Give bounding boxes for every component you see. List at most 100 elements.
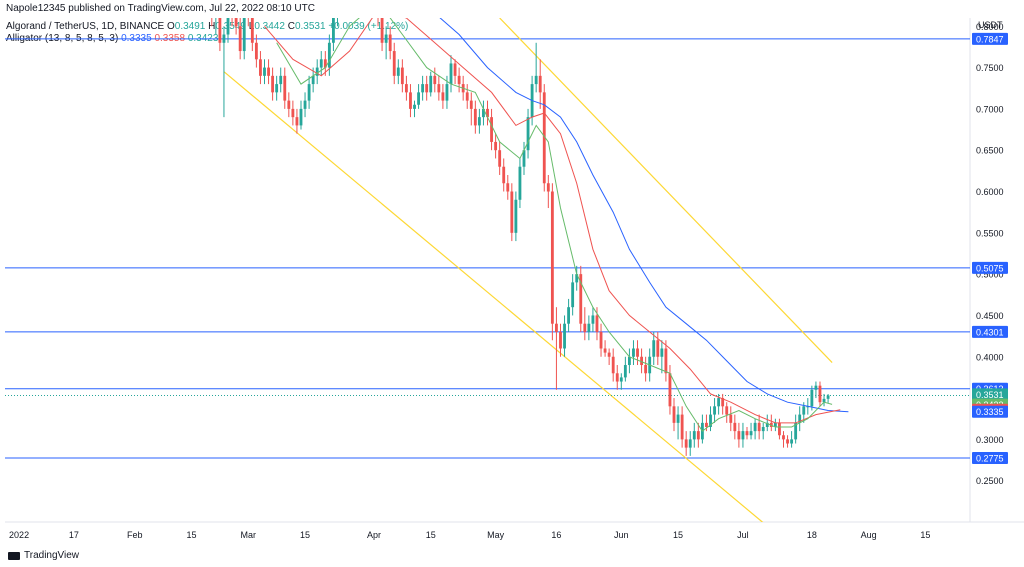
- currency-label: USDT: [978, 20, 1003, 30]
- tradingview-logo-icon: [8, 551, 20, 560]
- x-tick-label: May: [487, 530, 505, 540]
- candle-body: [315, 67, 319, 76]
- candle-body: [733, 422, 737, 432]
- candle-body: [433, 75, 437, 85]
- candle-body: [271, 75, 275, 93]
- y-tick-label: 0.4000: [976, 352, 1004, 362]
- candle-body: [668, 373, 672, 407]
- candle-body: [753, 422, 757, 432]
- candle-body: [477, 117, 481, 126]
- candle-body: [421, 84, 425, 93]
- candle-body: [307, 84, 311, 101]
- candle-body: [749, 431, 753, 436]
- candle-body: [417, 92, 420, 105]
- x-tick-label: 15: [300, 530, 310, 540]
- candle-body: [575, 274, 579, 283]
- candle-body: [632, 348, 635, 357]
- candle-body: [429, 75, 433, 93]
- candle-body: [773, 422, 777, 427]
- candle-body: [644, 365, 648, 374]
- candle-body: [705, 422, 708, 427]
- price-axis-label-bg: [972, 405, 1008, 418]
- candle-body: [725, 406, 729, 415]
- candle-body: [441, 92, 445, 101]
- y-tick-label: 0.6500: [976, 146, 1004, 156]
- candle-body: [283, 75, 287, 101]
- ohlc-close: C0.3531: [287, 21, 326, 32]
- tradingview-logo: TradingView: [8, 550, 79, 561]
- x-tick-label: Aug: [861, 530, 877, 540]
- candle-body: [627, 356, 631, 366]
- candle-body: [806, 406, 810, 408]
- candle-body: [607, 352, 611, 357]
- candle-body: [810, 389, 814, 407]
- candle-body: [587, 323, 591, 332]
- candle-body: [327, 42, 331, 68]
- candle-body: [559, 331, 562, 349]
- candle-body: [238, 26, 242, 52]
- candle-body: [214, 1, 217, 9]
- candle-body: [323, 59, 327, 68]
- candle-body: [247, 10, 250, 18]
- ohlc-open: O0.3491: [167, 21, 206, 32]
- candle-body: [656, 340, 660, 357]
- candle-body: [729, 414, 733, 423]
- candle-body: [778, 422, 781, 436]
- candle-body: [384, 34, 388, 43]
- candle-body: [550, 191, 554, 324]
- candle-body: [688, 439, 692, 448]
- candle-body: [502, 166, 506, 184]
- candle-body: [299, 108, 303, 126]
- candle-body: [457, 75, 461, 85]
- candle-body: [680, 414, 684, 440]
- channel-line: [499, 18, 833, 363]
- candle-body: [595, 315, 599, 332]
- candle-body: [377, 0, 380, 18]
- candle-body: [741, 431, 745, 440]
- candle-body: [826, 395, 830, 399]
- candle-body: [275, 84, 279, 93]
- candle-body: [822, 398, 826, 403]
- y-tick-label: 0.7500: [976, 63, 1004, 73]
- candle-body: [717, 398, 721, 407]
- candle-body: [709, 414, 712, 427]
- candle-body: [482, 108, 485, 118]
- candle-body: [786, 439, 789, 444]
- candle-body: [490, 117, 493, 142]
- candle-body: [555, 323, 558, 332]
- candle-body: [392, 51, 396, 76]
- candle-body: [579, 274, 583, 324]
- candle-body: [790, 439, 794, 444]
- price-axis-label: 0.3335: [976, 407, 1004, 417]
- candle-body: [745, 431, 749, 436]
- candle-body: [486, 108, 489, 118]
- candle-body: [506, 183, 510, 192]
- candle-body: [713, 406, 716, 415]
- channel-line: [223, 71, 764, 522]
- candle-body: [798, 414, 802, 423]
- plot-area: [5, 0, 970, 522]
- candle-body: [802, 406, 806, 415]
- candle-body: [567, 307, 571, 324]
- candle-body: [437, 84, 441, 93]
- candle-body: [814, 385, 818, 390]
- candle-body: [765, 422, 769, 427]
- ohlc-change: +0.0039 (+1.12%): [328, 21, 409, 32]
- candle-body: [563, 323, 566, 349]
- candle-body: [611, 356, 615, 374]
- candle-body: [473, 108, 477, 126]
- price-axis-label: 0.3531: [976, 390, 1004, 400]
- candle-body: [413, 104, 416, 109]
- candle-body: [534, 75, 538, 85]
- candle-body: [583, 323, 587, 332]
- tradingview-logo-text: TradingView: [24, 550, 80, 561]
- candle-body: [676, 414, 680, 423]
- candle-body: [287, 100, 291, 109]
- candle-body: [404, 84, 408, 93]
- candle-body: [311, 75, 315, 85]
- candle-body: [660, 348, 664, 357]
- candle-body: [319, 59, 323, 68]
- candle-body: [571, 282, 575, 308]
- candle-body: [267, 67, 270, 76]
